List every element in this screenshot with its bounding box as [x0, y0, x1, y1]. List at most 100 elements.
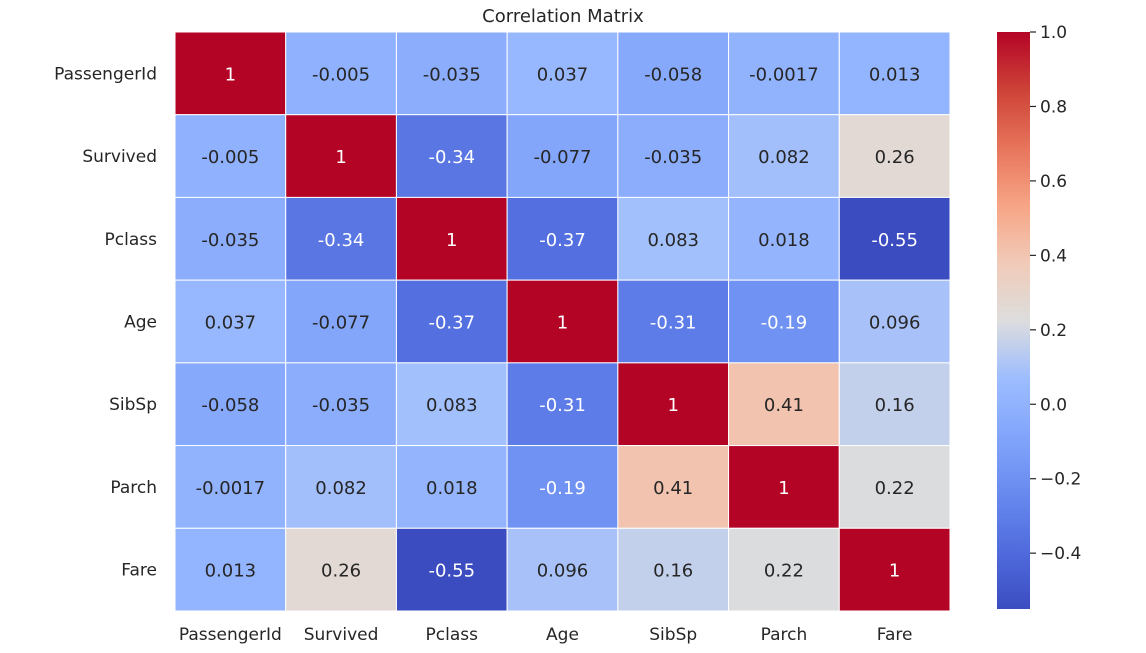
heatmap-cell: [506, 527, 619, 612]
heatmap-cell: [838, 527, 951, 612]
cell-value-label: 1: [667, 395, 678, 416]
cell-value-label: 0.41: [653, 478, 693, 499]
heatmap-cell: [728, 31, 840, 116]
heatmap-cell: [174, 279, 287, 364]
heatmap-cell: [728, 114, 840, 198]
cell-value-label: 0.22: [764, 561, 804, 582]
cell-value-label: -0.035: [644, 147, 702, 168]
cell-value-label: -0.31: [650, 312, 697, 333]
cell-value-label: -0.0017: [196, 478, 265, 499]
heatmap-cell: [617, 31, 730, 116]
heatmap-cell: [506, 279, 619, 364]
column-labels: PassengerId Survived Pclass Age SibSp Parch Fa…: [179, 625, 913, 645]
colorbar-ticks: 1.0 0.8 0.6 0.4 0.2 0.0 −0.2 −0.4: [1030, 23, 1081, 564]
colorbar-tick-label: 0.2: [1040, 321, 1067, 341]
cell-value-label: 0.16: [875, 395, 915, 416]
cell-value-label: -0.035: [312, 395, 370, 416]
colorbar-tick-label: 0.6: [1040, 172, 1067, 192]
row-tick-label: Pclass: [105, 230, 158, 250]
heatmap-cell: [617, 114, 730, 198]
heatmap-cell: [174, 527, 287, 612]
cell-value-label: -0.19: [761, 312, 808, 333]
cell-value-label: 1: [335, 147, 346, 168]
chart-title: Correlation Matrix: [482, 6, 644, 27]
row-tick-label: Age: [124, 312, 157, 332]
colorbar-tick-label: 1.0: [1040, 23, 1067, 43]
cell-value-label: 0.083: [647, 230, 699, 251]
cell-value-label: 0.082: [315, 478, 367, 499]
heatmap-cell: [838, 114, 951, 198]
cell-value-label: -0.058: [201, 395, 259, 416]
cell-value-label: 0.013: [869, 64, 921, 85]
heatmap-cell: [285, 31, 397, 116]
cell-value-label: 0.41: [764, 395, 804, 416]
colorbar-gradient: [997, 32, 1030, 609]
cell-value-label: 0.082: [758, 147, 810, 168]
cell-value-label: -0.0017: [749, 64, 818, 85]
cell-value-label: 0.037: [537, 64, 589, 85]
heatmap-cell: [838, 196, 951, 281]
heatmap-cell: [395, 196, 508, 281]
cell-value-label: -0.34: [318, 230, 365, 251]
cell-value-label: -0.19: [539, 478, 586, 499]
heatmap-cell: [506, 445, 619, 529]
heatmap-cell: [395, 445, 508, 529]
cell-value-label: 1: [225, 64, 236, 85]
row-tick-label: PassengerId: [54, 64, 157, 84]
heatmap-cell: [395, 527, 508, 612]
cell-value-label: -0.005: [312, 64, 370, 85]
column-tick-label: Age: [546, 625, 579, 645]
heatmap-cell: [617, 196, 730, 281]
cell-value-label: 0.096: [869, 312, 921, 333]
column-tick-label: Pclass: [426, 625, 479, 645]
cell-value-label: -0.55: [428, 561, 475, 582]
heatmap-cell: [617, 527, 730, 612]
cell-value-label: -0.077: [533, 147, 591, 168]
cell-value-label: 0.018: [758, 230, 810, 251]
heatmap-cell: [838, 362, 951, 447]
column-tick-label: PassengerId: [179, 625, 282, 645]
column-tick-label: Survived: [304, 625, 379, 645]
heatmap-cell: [285, 445, 397, 529]
cell-value-label: 1: [889, 561, 900, 582]
heatmap-cell: [174, 445, 287, 529]
cell-value-label: 0.018: [426, 478, 478, 499]
cell-value-label: 1: [557, 312, 568, 333]
heatmap-cell: [174, 196, 287, 281]
cell-value-label: 0.22: [875, 478, 915, 499]
colorbar-tick-label: 0.4: [1040, 246, 1067, 266]
cell-value-label: 0.096: [537, 561, 589, 582]
heatmap-cell: [285, 279, 397, 364]
row-tick-label: Fare: [121, 561, 157, 581]
heatmap-cell: [174, 114, 287, 198]
cell-value-label: -0.31: [539, 395, 586, 416]
heatmap-cell: [838, 445, 951, 529]
colorbar: 1.0 0.8 0.6 0.4 0.2 0.0 −0.2 −0.4: [997, 23, 1081, 609]
row-tick-label: Parch: [110, 478, 157, 498]
colorbar-tick-label: 0.0: [1040, 395, 1067, 415]
heatmap-cell: [395, 362, 508, 447]
cell-value-label: 0.083: [426, 395, 478, 416]
cell-value-label: 1: [446, 230, 457, 251]
heatmap-cell: [728, 527, 840, 612]
heatmap-cell: [395, 31, 508, 116]
heatmap-cell-labels: 1 -0.005 -0.035 0.037 -0.058 -0.0017 0.013 -0.0…: [196, 64, 921, 581]
cell-value-label: 0.16: [653, 561, 693, 582]
cell-value-label: -0.005: [201, 147, 259, 168]
column-tick-label: Parch: [761, 625, 808, 645]
cell-value-label: -0.035: [201, 230, 259, 251]
heatmap-cell: [728, 196, 840, 281]
cell-value-label: -0.37: [539, 230, 586, 251]
cell-value-label: 0.26: [875, 147, 915, 168]
heatmap-cell: [174, 362, 287, 447]
column-tick-label: Fare: [877, 625, 913, 645]
cell-value-label: 0.013: [205, 561, 257, 582]
heatmap-cell: [617, 445, 730, 529]
cell-value-label: -0.077: [312, 312, 370, 333]
row-labels: PassengerId Survived Pclass Age SibSp Parch Fa…: [54, 64, 157, 580]
colorbar-tick-label: 0.8: [1040, 97, 1067, 117]
cell-value-label: -0.37: [428, 312, 475, 333]
cell-value-label: -0.34: [428, 147, 475, 168]
